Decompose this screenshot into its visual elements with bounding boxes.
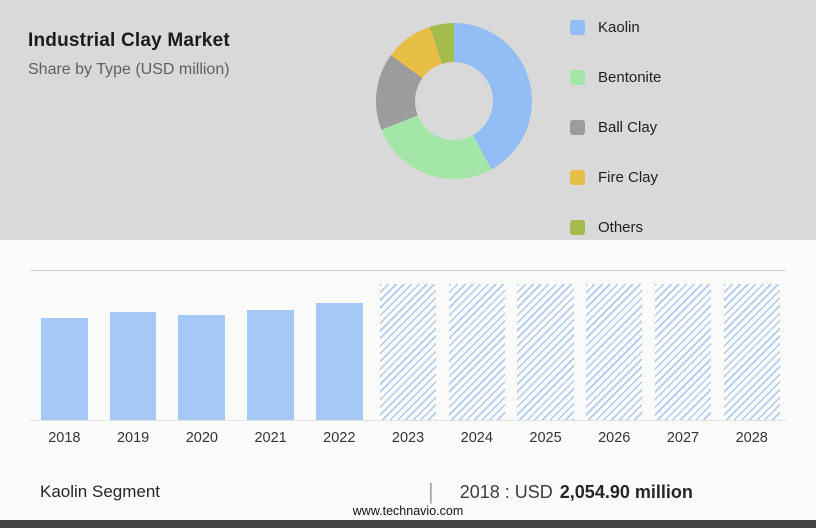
x-tick-2025: 2025 [529, 430, 562, 446]
bar-2022 [315, 302, 363, 420]
x-tick-2021: 2021 [254, 430, 287, 446]
bar-2020 [178, 314, 226, 420]
bar-slot-2026 [580, 271, 649, 420]
legend-swatch-kaolin [570, 19, 585, 35]
footer-strip: Kaolin Segment | 2018 : USD 2,054.90 mil… [0, 474, 816, 510]
forecast-bar-2027 [654, 284, 712, 420]
bar-slot-2024 [442, 271, 511, 420]
x-tick-2024: 2024 [460, 430, 493, 446]
bar-slot-2025 [511, 271, 580, 420]
header-panel: Industrial Clay Market Share by Type (US… [0, 0, 816, 240]
x-tick-2020: 2020 [185, 430, 218, 446]
bar-chart-panel: 2018 2019 2020 2021 2022 2023 2024 2025 2026 2027… [0, 240, 816, 470]
x-tick-2018: 2018 [48, 430, 81, 446]
bar-slot-2019 [99, 271, 168, 420]
bar-plot [30, 270, 786, 421]
legend-item-ball-clay: Ball Clay [570, 102, 661, 152]
bar-slot-2028 [717, 271, 786, 420]
x-tick-2026: 2026 [598, 430, 631, 446]
x-axis-labels: 2018 2019 2020 2021 2022 2023 2024 2025 2026 2027… [30, 430, 786, 446]
legend-label: Kaolin [598, 18, 640, 36]
donut-slice-others [429, 23, 454, 64]
bar-slot-2027 [649, 271, 718, 420]
donut-chart [374, 21, 534, 181]
legend-swatch-others [570, 219, 585, 235]
stat-prefix: 2018 : USD [459, 481, 553, 502]
page-subtitle: Share by Type (USD million) [28, 61, 230, 78]
donut-slice-bentonite [381, 115, 492, 179]
legend-label: Ball Clay [598, 118, 658, 136]
forecast-bar-2026 [586, 284, 643, 420]
x-tick-2027: 2027 [666, 430, 700, 446]
bar-slot-2018 [30, 271, 99, 420]
legend-swatch-ball-clay [570, 119, 585, 135]
donut-slice-ball-clay [376, 55, 423, 130]
website-url: www.technavio.com [352, 504, 464, 518]
legend-item-fire-clay: Fire Clay [570, 152, 661, 202]
bottom-bar [0, 520, 816, 528]
donut-slice-fire-clay [390, 26, 442, 79]
x-tick-2022: 2022 [323, 430, 356, 446]
divider-bar: | [428, 479, 434, 504]
stat-value: 2,054.90 million [559, 481, 693, 502]
legend-label: Others [598, 218, 644, 236]
forecast-bar-2023 [379, 284, 437, 420]
bar-slot-2023 [374, 271, 443, 420]
x-tick-2019: 2019 [116, 430, 150, 446]
legend-label: Bentonite [598, 68, 662, 86]
legend-swatch-fire-clay [570, 169, 585, 185]
bar-slot-2020 [167, 271, 236, 420]
legend-item-others: Others [570, 202, 661, 252]
bar-slot-2021 [236, 271, 305, 420]
segment-stat: | 2018 : USD 2,054.90 million [428, 479, 693, 505]
page-title: Industrial Clay Market [28, 30, 230, 51]
legend-swatch-bentonite [570, 69, 585, 85]
x-tick-2028: 2028 [735, 430, 768, 446]
legend-label: Fire Clay [598, 168, 659, 186]
title-block: Industrial Clay Market Share by Type (US… [28, 30, 230, 79]
segment-label: Kaolin Segment [40, 482, 161, 501]
forecast-bar-2028 [723, 284, 780, 420]
donut-legend: Kaolin Bentonite Ball Clay Fire Clay Others [570, 2, 661, 252]
x-tick-2023: 2023 [391, 430, 425, 446]
bar-slot-2022 [305, 271, 374, 420]
bar-2018 [41, 317, 88, 420]
bar-2019 [109, 311, 157, 420]
forecast-bar-2024 [448, 284, 505, 420]
bar-2021 [247, 309, 294, 420]
legend-item-kaolin: Kaolin [570, 2, 661, 52]
forecast-bar-2025 [517, 284, 574, 420]
donut-slice-kaolin [454, 23, 532, 170]
legend-item-bentonite: Bentonite [570, 52, 661, 102]
